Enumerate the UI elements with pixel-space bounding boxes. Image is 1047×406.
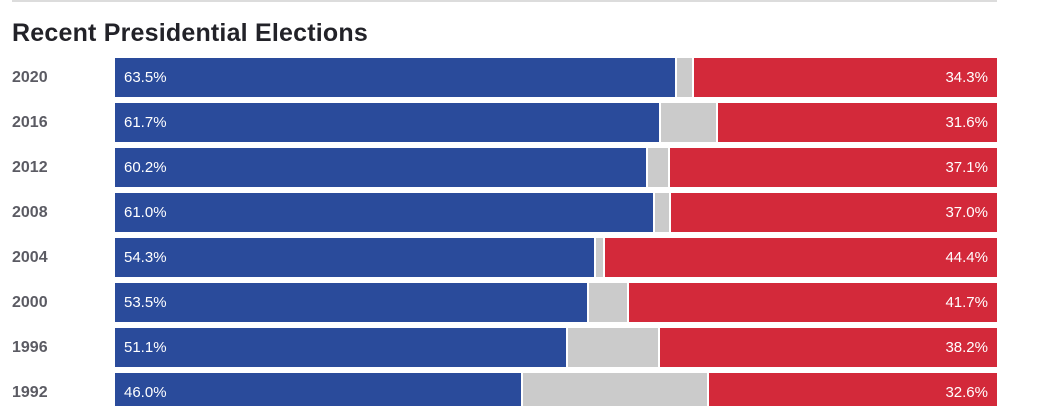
blue-value-label: 60.2% bbox=[124, 160, 167, 175]
year-label: 2004 bbox=[12, 248, 48, 266]
gray-segment bbox=[588, 283, 628, 322]
gray-segment bbox=[522, 373, 708, 406]
gray-segment bbox=[661, 103, 717, 142]
gray-segment bbox=[647, 148, 668, 187]
year-label: 2000 bbox=[12, 293, 48, 311]
rows: 2020 63.5% 34.3% 2016 61.7% 31.6% 2012 bbox=[12, 58, 997, 406]
blue-segment: 63.5% bbox=[115, 58, 676, 97]
stacked-bar: 46.0% 32.6% bbox=[115, 373, 997, 406]
red-value-label: 32.6% bbox=[945, 385, 988, 400]
stacked-bar: 60.2% 37.1% bbox=[115, 148, 997, 187]
blue-value-label: 46.0% bbox=[124, 385, 167, 400]
blue-value-label: 54.3% bbox=[124, 250, 167, 265]
red-value-label: 41.7% bbox=[945, 295, 988, 310]
red-value-label: 44.4% bbox=[945, 250, 988, 265]
year-label: 2016 bbox=[12, 113, 48, 131]
red-segment: 31.6% bbox=[718, 103, 997, 142]
red-value-label: 34.3% bbox=[945, 70, 988, 85]
gray-segment bbox=[595, 238, 604, 277]
gray-segment bbox=[567, 328, 659, 367]
red-segment: 38.2% bbox=[660, 328, 997, 367]
red-segment: 37.1% bbox=[669, 148, 997, 187]
election-row: 2012 60.2% 37.1% bbox=[12, 148, 997, 187]
year-label: 2012 bbox=[12, 158, 48, 176]
election-row: 2020 63.5% 34.3% bbox=[12, 58, 997, 97]
stacked-bar: 63.5% 34.3% bbox=[115, 58, 997, 97]
chart-title: Recent Presidential Elections bbox=[12, 19, 368, 47]
red-segment: 32.6% bbox=[709, 373, 997, 406]
blue-value-label: 61.0% bbox=[124, 205, 167, 220]
year-label: 2020 bbox=[12, 68, 48, 86]
year-label: 1996 bbox=[12, 338, 48, 356]
blue-segment: 46.0% bbox=[115, 373, 521, 406]
election-row: 2016 61.7% 31.6% bbox=[12, 103, 997, 142]
blue-segment: 60.2% bbox=[115, 148, 646, 187]
stacked-bar: 51.1% 38.2% bbox=[115, 328, 997, 367]
blue-segment: 51.1% bbox=[115, 328, 566, 367]
blue-segment: 61.7% bbox=[115, 103, 660, 142]
blue-value-label: 53.5% bbox=[124, 295, 167, 310]
red-value-label: 31.6% bbox=[945, 115, 988, 130]
blue-segment: 61.0% bbox=[115, 193, 654, 232]
stacked-bar: 61.0% 37.0% bbox=[115, 193, 997, 232]
year-label: 1992 bbox=[12, 383, 48, 401]
election-row: 2000 53.5% 41.7% bbox=[12, 283, 997, 322]
chart-container: Recent Presidential Elections 2020 63.5%… bbox=[12, 0, 997, 406]
blue-value-label: 63.5% bbox=[124, 70, 167, 85]
red-value-label: 38.2% bbox=[945, 340, 988, 355]
stacked-bar: 61.7% 31.6% bbox=[115, 103, 997, 142]
election-row: 1992 46.0% 32.6% bbox=[12, 373, 997, 406]
red-segment: 37.0% bbox=[670, 193, 997, 232]
blue-segment: 53.5% bbox=[115, 283, 587, 322]
red-segment: 34.3% bbox=[694, 58, 997, 97]
red-segment: 41.7% bbox=[629, 283, 997, 322]
red-value-label: 37.1% bbox=[945, 160, 988, 175]
blue-value-label: 61.7% bbox=[124, 115, 167, 130]
blue-segment: 54.3% bbox=[115, 238, 594, 277]
year-label: 2008 bbox=[12, 203, 48, 221]
red-segment: 44.4% bbox=[605, 238, 997, 277]
gray-segment bbox=[655, 193, 669, 232]
stacked-bar: 53.5% 41.7% bbox=[115, 283, 997, 322]
election-row: 2008 61.0% 37.0% bbox=[12, 193, 997, 232]
election-row: 2004 54.3% 44.4% bbox=[12, 238, 997, 277]
blue-value-label: 51.1% bbox=[124, 340, 167, 355]
election-row: 1996 51.1% 38.2% bbox=[12, 328, 997, 367]
red-value-label: 37.0% bbox=[945, 205, 988, 220]
stacked-bar: 54.3% 44.4% bbox=[115, 238, 997, 277]
gray-segment bbox=[677, 58, 693, 97]
